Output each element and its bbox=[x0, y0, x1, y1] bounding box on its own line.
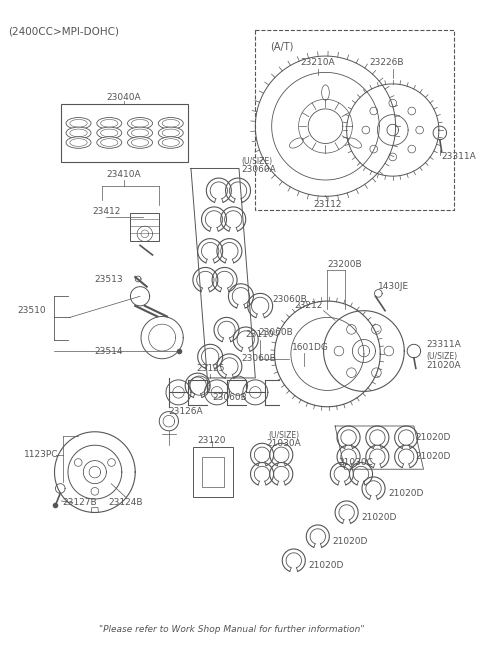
Text: 21020D: 21020D bbox=[308, 561, 344, 570]
Text: 21020D: 21020D bbox=[416, 433, 451, 442]
Text: 23514: 23514 bbox=[94, 346, 122, 356]
Text: 23110: 23110 bbox=[246, 330, 275, 339]
Ellipse shape bbox=[66, 127, 91, 139]
Text: 23060B: 23060B bbox=[212, 392, 247, 402]
Ellipse shape bbox=[97, 127, 122, 139]
Ellipse shape bbox=[158, 137, 183, 148]
Ellipse shape bbox=[128, 127, 153, 139]
Text: 23060B: 23060B bbox=[273, 295, 307, 304]
Text: 23510: 23510 bbox=[17, 306, 46, 315]
Text: (2400CC>MPI-DOHC): (2400CC>MPI-DOHC) bbox=[8, 26, 120, 36]
Text: 23112: 23112 bbox=[313, 200, 342, 210]
Text: 21020A: 21020A bbox=[426, 361, 461, 370]
Bar bbox=[255, 30, 454, 210]
Ellipse shape bbox=[158, 127, 183, 139]
Text: 23212: 23212 bbox=[294, 301, 323, 310]
Ellipse shape bbox=[128, 117, 153, 129]
Text: 23127B: 23127B bbox=[62, 498, 97, 508]
Text: 23124B: 23124B bbox=[108, 498, 143, 508]
Text: (A/T): (A/T) bbox=[270, 42, 293, 52]
Ellipse shape bbox=[128, 137, 153, 148]
Text: 23060B: 23060B bbox=[241, 354, 276, 364]
Text: 1601DG: 1601DG bbox=[292, 343, 329, 352]
Text: "Please refer to Work Shop Manual for further information": "Please refer to Work Shop Manual for fu… bbox=[98, 626, 364, 634]
Text: 21030A: 21030A bbox=[267, 439, 301, 448]
Text: 1123PC: 1123PC bbox=[24, 451, 58, 459]
Text: 21030C: 21030C bbox=[339, 458, 373, 467]
Text: 23060A: 23060A bbox=[241, 165, 276, 174]
Text: 23513: 23513 bbox=[94, 276, 122, 284]
Text: 23410A: 23410A bbox=[107, 170, 141, 179]
Ellipse shape bbox=[97, 117, 122, 129]
Text: 23060B: 23060B bbox=[258, 328, 293, 337]
Text: 21020D: 21020D bbox=[361, 513, 396, 522]
Bar bbox=[131, 213, 159, 242]
Ellipse shape bbox=[158, 117, 183, 129]
Text: 23120: 23120 bbox=[198, 436, 227, 445]
Text: (U/SIZE): (U/SIZE) bbox=[269, 431, 300, 440]
Text: 1430JE: 1430JE bbox=[378, 282, 409, 291]
Text: 23226B: 23226B bbox=[370, 58, 404, 67]
Text: 23311A: 23311A bbox=[426, 340, 461, 349]
Text: 23311A: 23311A bbox=[442, 153, 477, 161]
Text: (U/SIZE): (U/SIZE) bbox=[426, 352, 457, 362]
Text: 21020D: 21020D bbox=[332, 537, 368, 546]
Ellipse shape bbox=[66, 117, 91, 129]
Bar bbox=[193, 447, 233, 497]
Text: 23200B: 23200B bbox=[327, 260, 362, 269]
Text: 23412: 23412 bbox=[92, 207, 120, 216]
Wedge shape bbox=[91, 508, 98, 512]
Ellipse shape bbox=[66, 137, 91, 148]
Text: 23125: 23125 bbox=[196, 364, 225, 373]
Text: 21020D: 21020D bbox=[388, 489, 423, 498]
Bar bbox=[203, 457, 224, 487]
Text: 23126A: 23126A bbox=[168, 407, 203, 416]
Ellipse shape bbox=[97, 137, 122, 148]
Text: 23040A: 23040A bbox=[107, 93, 141, 102]
Text: 23210A: 23210A bbox=[300, 58, 335, 67]
Text: 21020D: 21020D bbox=[416, 452, 451, 461]
Bar bbox=[61, 104, 188, 162]
Text: (U/SIZE): (U/SIZE) bbox=[241, 157, 272, 166]
